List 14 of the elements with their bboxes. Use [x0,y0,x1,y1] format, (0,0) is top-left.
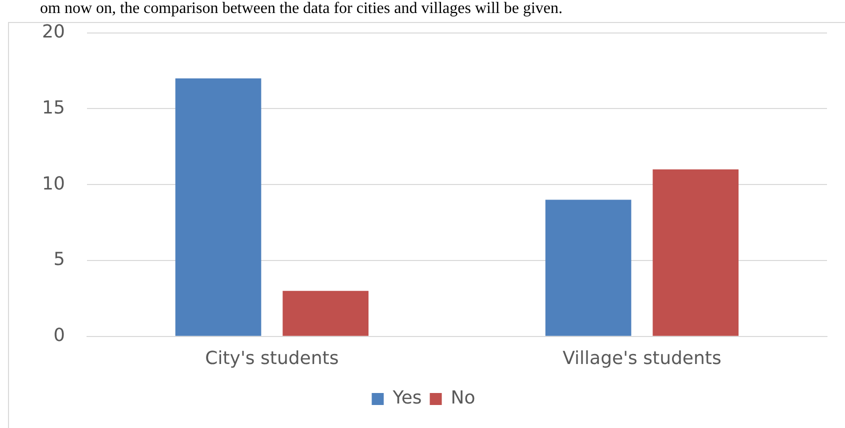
bar [175,78,262,336]
x-tick-label: City's students [205,348,339,369]
y-tick-label: 15 [42,97,65,118]
y-tick-label: 10 [42,173,65,194]
y-tick-label: 20 [42,21,65,42]
legend-label: No [450,388,476,409]
legend-label: Yes [392,388,422,409]
bar [545,200,632,336]
bar [652,169,739,336]
y-tick-label: 5 [53,249,65,270]
text: om now on, the comparison between the data for cities and villages will be given. [40,0,563,18]
bar [282,290,369,336]
y-tick-label: 0 [53,325,65,346]
x-tick-label: Village's students [562,348,722,369]
